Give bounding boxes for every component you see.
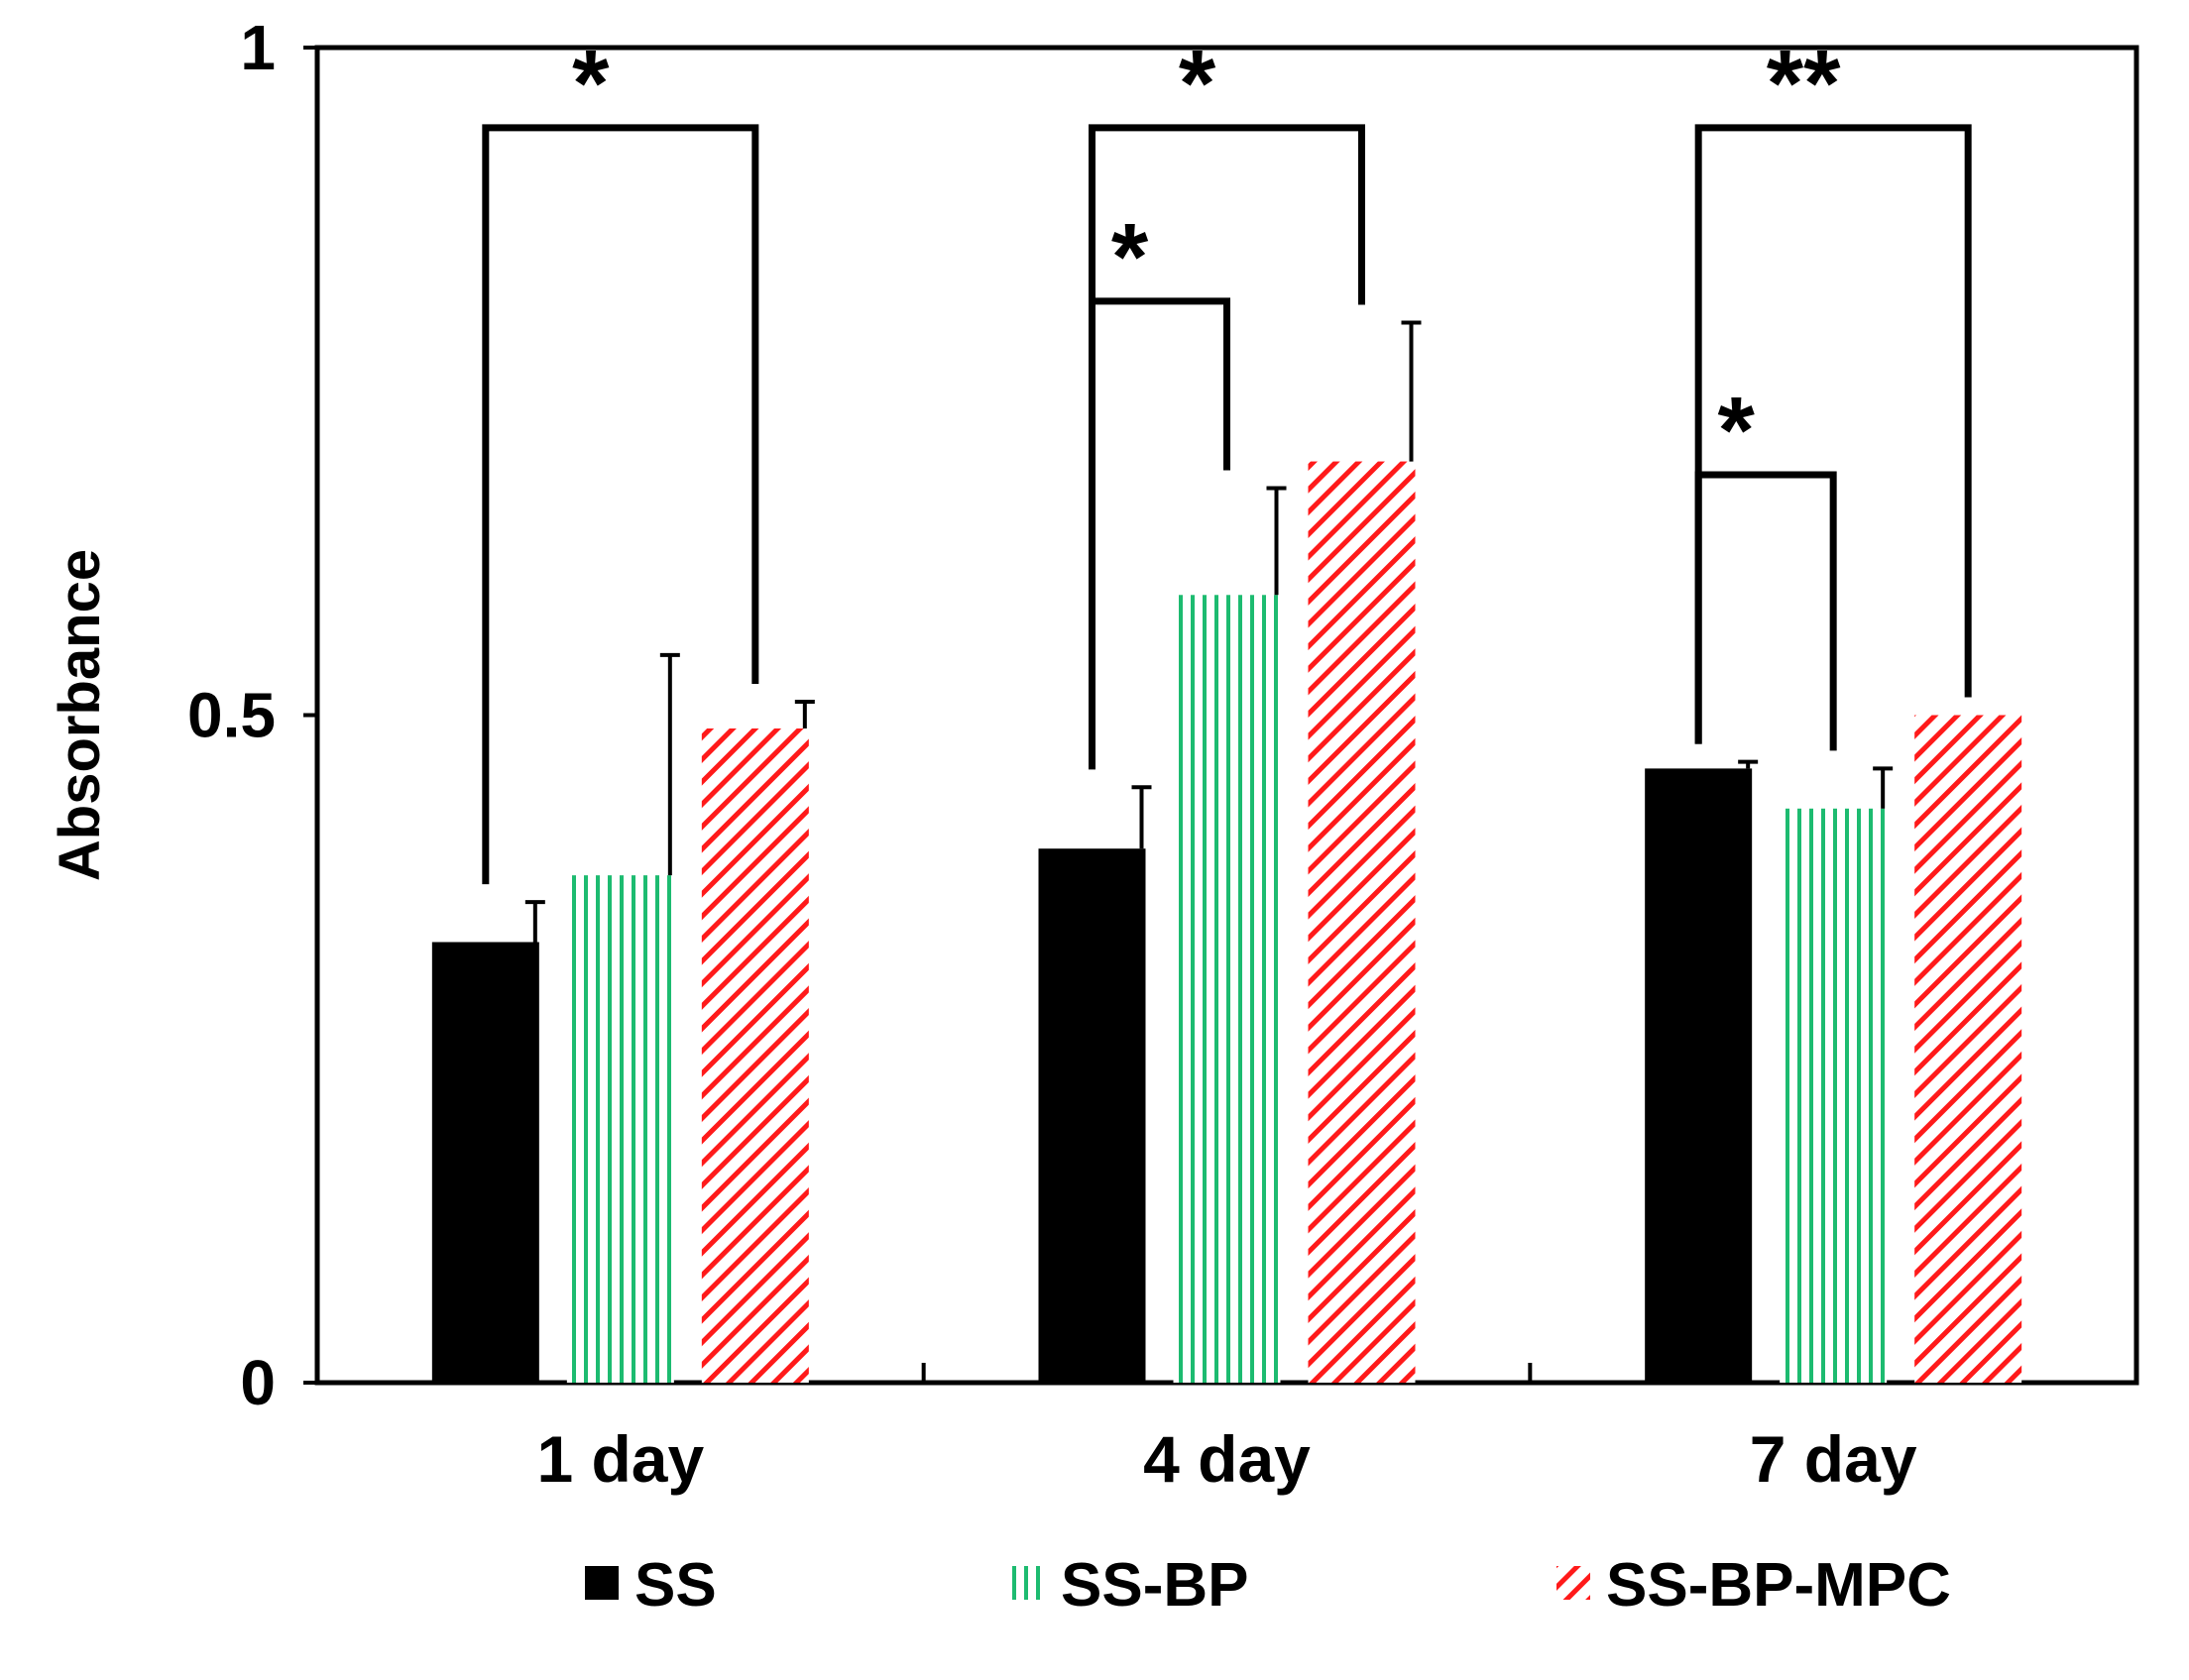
significance-bracket [1694, 124, 1972, 744]
legend: SS SS-BP SS-BP-MPC [585, 1551, 1951, 1620]
significance-label: * [1717, 378, 1755, 484]
legend-label: SS-BP [1061, 1551, 1248, 1620]
legend-label: SS-BP-MPC [1606, 1551, 1951, 1620]
bar-ss-bp-mpc-1 [701, 728, 809, 1383]
significance-label: * [572, 31, 610, 137]
significance-bracket [482, 124, 759, 885]
significance-label: * [1111, 204, 1149, 310]
bar-ss-1 [431, 942, 539, 1383]
y-tick-label: 0 [240, 1347, 276, 1418]
bar-ss-bp-mpc-3 [1914, 715, 2022, 1383]
bar-ss-bp-mpc-2 [1308, 461, 1416, 1383]
bar-ss-bp-1 [566, 875, 674, 1383]
significance-label: * [1179, 31, 1216, 137]
legend-swatch-ss-bp [1011, 1566, 1045, 1600]
y-tick-label: 0.5 [187, 680, 276, 751]
bar-ss-bp-2 [1173, 595, 1281, 1383]
x-category-label: 4 day [1143, 1422, 1311, 1496]
bar-ss-bp-3 [1780, 808, 1888, 1383]
significance-bracket [1694, 471, 1837, 751]
x-category-label: 7 day [1750, 1422, 1917, 1496]
significance-bracket [1089, 297, 1230, 770]
x-category-label: 1 day [536, 1422, 704, 1496]
y-axis-label: Absorbance [48, 549, 112, 881]
bar-ss-3 [1645, 768, 1753, 1383]
legend-swatch-ss [585, 1566, 619, 1600]
legend-swatch-ss-bp-mpc [1556, 1566, 1590, 1600]
significance-label: ** [1767, 31, 1841, 137]
bar-ss-2 [1038, 848, 1146, 1383]
y-tick-label: 1 [240, 12, 276, 83]
legend-label: SS [634, 1551, 717, 1620]
